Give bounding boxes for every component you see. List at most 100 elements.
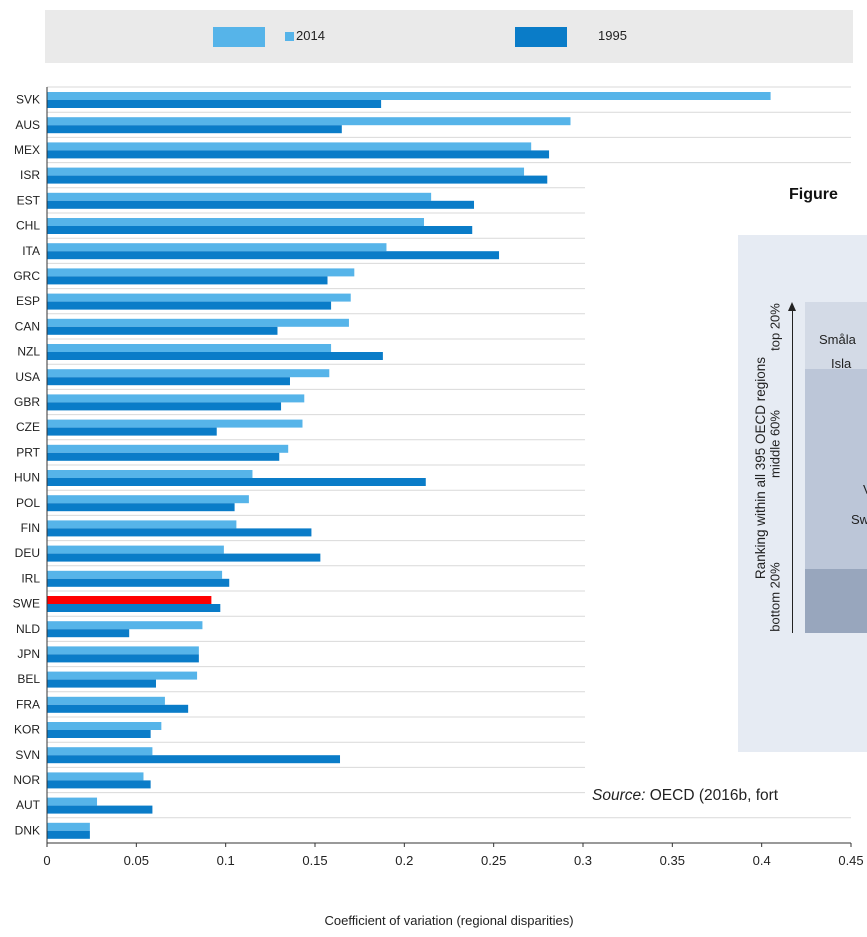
bar-2014-fra bbox=[47, 696, 165, 705]
label-bottom-20: bottom 20% bbox=[767, 562, 783, 632]
x-tick-label: 0.45 bbox=[838, 853, 863, 868]
bar-2014-svk bbox=[47, 92, 771, 100]
bar-1995-dnk bbox=[47, 830, 90, 839]
category-label: AUT bbox=[16, 798, 41, 812]
category-label: MEX bbox=[14, 143, 40, 157]
bar-2014-prt bbox=[47, 444, 289, 453]
category-label: FIN bbox=[21, 521, 40, 535]
axes: SVK AUS MEX ISR EST CHL ITA GRC ESP CAN NZL USA GBR C… bbox=[13, 87, 864, 868]
bar-1995-nzl bbox=[47, 352, 383, 360]
category-label: DNK bbox=[15, 823, 40, 837]
category-label: ESP bbox=[16, 294, 40, 308]
bar-2014-jpn bbox=[47, 646, 199, 655]
bar-1995-nld bbox=[47, 629, 130, 638]
bar-1995-irl bbox=[47, 578, 230, 587]
bar-1995-chl bbox=[47, 226, 473, 234]
bar-2014-isr bbox=[47, 167, 525, 176]
region-label-islands: Isla bbox=[831, 356, 852, 371]
bar-2014-nor bbox=[47, 772, 144, 781]
x-tick-label: 0.3 bbox=[574, 853, 592, 868]
source-note: Source: OECD (2016b, fort bbox=[592, 787, 778, 805]
category-label: SVK bbox=[16, 93, 40, 107]
bar-1995-gbr bbox=[47, 402, 282, 411]
bar-2014-hun bbox=[47, 470, 253, 478]
x-tick-label: 0.2 bbox=[395, 853, 413, 868]
bar-2014-cze bbox=[47, 419, 303, 428]
bar-1995-isr bbox=[47, 175, 548, 184]
band-top-20 bbox=[805, 302, 867, 369]
bar-2014-deu bbox=[47, 545, 224, 554]
band-bottom-20 bbox=[805, 569, 867, 633]
bar-2014-svn bbox=[47, 747, 153, 756]
bar-1995-aus bbox=[47, 125, 342, 134]
legend-label-2014: 2014 bbox=[296, 28, 325, 43]
bar-1995-aut bbox=[47, 805, 153, 814]
bar-1995-fin bbox=[47, 528, 312, 537]
bar-2014-grc bbox=[47, 268, 355, 277]
label-middle-60: middle 60% bbox=[767, 410, 783, 478]
bar-1995-fra bbox=[47, 704, 189, 713]
bar-1995-hun bbox=[47, 478, 426, 486]
category-label: GBR bbox=[14, 395, 40, 409]
category-label: ISR bbox=[20, 168, 40, 182]
x-tick-label: 0.4 bbox=[753, 853, 771, 868]
region-label-smaland: Småla bbox=[819, 332, 856, 347]
category-label: KOR bbox=[14, 723, 40, 737]
bar-1995-grc bbox=[47, 276, 328, 285]
category-label: USA bbox=[15, 370, 40, 384]
category-label: FRA bbox=[16, 697, 40, 711]
arrow-up-icon bbox=[788, 302, 796, 311]
bar-2014-kor bbox=[47, 722, 162, 730]
bar-1995-cze bbox=[47, 427, 217, 436]
category-label: CAN bbox=[15, 319, 40, 333]
x-tick-label: 0.1 bbox=[217, 853, 235, 868]
x-tick-label: 0 bbox=[43, 853, 50, 868]
bar-2014-swe bbox=[47, 596, 212, 604]
bar-2014-aut bbox=[47, 797, 98, 806]
category-label: DEU bbox=[15, 546, 40, 560]
bar-2014-nld bbox=[47, 621, 203, 630]
bar-2014-irl bbox=[47, 570, 223, 579]
bar-2014-chl bbox=[47, 218, 424, 226]
x-tick-label: 0.15 bbox=[302, 853, 327, 868]
category-label: NLD bbox=[16, 622, 40, 636]
ranking-arrow-line bbox=[792, 310, 793, 633]
label-top-20: top 20% bbox=[767, 303, 783, 351]
bar-2014-nzl bbox=[47, 344, 332, 352]
bar-1995-kor bbox=[47, 730, 151, 738]
category-label: POL bbox=[16, 496, 40, 510]
bar-1995-pol bbox=[47, 503, 235, 512]
legend-label-1995: 1995 bbox=[598, 28, 627, 43]
category-label: CHL bbox=[16, 219, 40, 233]
bar-1995-svn bbox=[47, 755, 341, 764]
bar-1995-bel bbox=[47, 679, 156, 688]
x-tick-label: 0.25 bbox=[481, 853, 506, 868]
source-label: Source: bbox=[592, 787, 646, 804]
category-label: NZL bbox=[17, 345, 40, 359]
bar-1995-esp bbox=[47, 301, 332, 310]
bar-1995-can bbox=[47, 326, 278, 335]
bar-1995-deu bbox=[47, 553, 321, 562]
category-label: AUS bbox=[15, 118, 40, 132]
bar-1995-est bbox=[47, 200, 475, 209]
band-middle-60 bbox=[805, 369, 867, 569]
bars bbox=[47, 92, 771, 839]
x-tick-label: 0.05 bbox=[124, 853, 149, 868]
category-label: EST bbox=[17, 193, 41, 207]
region-label-v: V bbox=[863, 482, 867, 497]
bar-2014-est bbox=[47, 192, 432, 201]
legend: 2014 1995 bbox=[45, 10, 853, 63]
bar-1995-prt bbox=[47, 452, 280, 461]
bar-2014-mex bbox=[47, 142, 532, 151]
category-label: ITA bbox=[22, 244, 40, 258]
category-label: IRL bbox=[21, 571, 40, 585]
region-label-sw: Sw bbox=[851, 512, 867, 527]
x-tick-label: 0.35 bbox=[660, 853, 685, 868]
figure-title: Figure bbox=[789, 186, 838, 203]
bar-2014-gbr bbox=[47, 394, 305, 403]
source-text: OECD (2016b, fort bbox=[645, 787, 779, 804]
bar-1995-nor bbox=[47, 780, 151, 789]
second-figure-overlay: Figure Ranking within all 395 OECD regio… bbox=[585, 172, 867, 817]
bar-2014-fin bbox=[47, 520, 237, 529]
bar-2014-bel bbox=[47, 671, 198, 680]
